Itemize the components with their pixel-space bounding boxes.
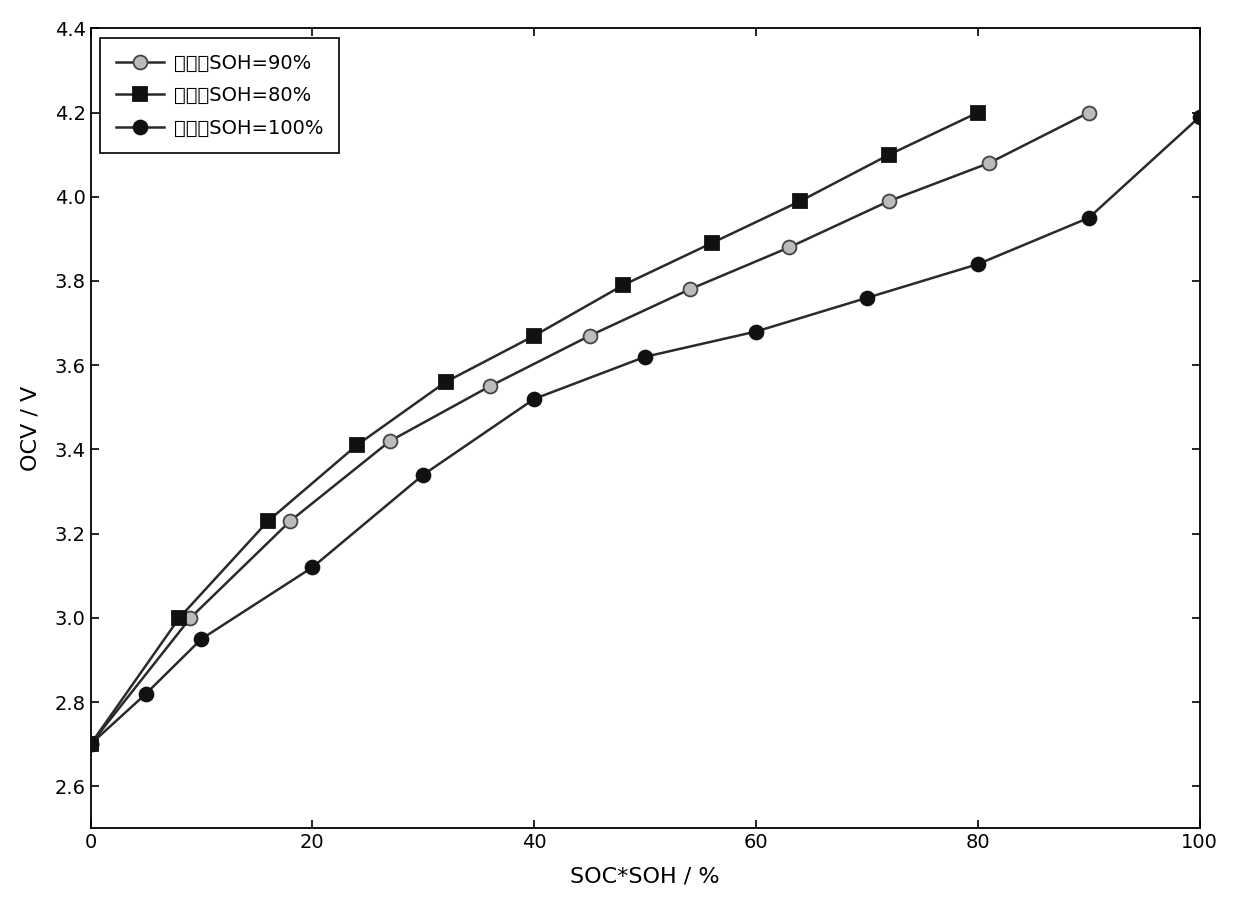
旧电池SOH=80% <box>527 330 541 341</box>
旧电池SOH=80% <box>439 376 453 387</box>
旧电池SOH=80% <box>349 440 364 451</box>
旧电池SOH=80% <box>616 279 631 290</box>
新电池SOH=100% <box>416 469 431 480</box>
旧电池SOH=90% <box>183 612 198 623</box>
旧电池SOH=90% <box>981 158 996 169</box>
新电池SOH=100% <box>860 292 875 303</box>
新电池SOH=100% <box>527 394 541 405</box>
旧电池SOH=90% <box>83 739 98 750</box>
旧电池SOH=80% <box>704 238 719 249</box>
旧电池SOH=90% <box>582 330 597 341</box>
旧电池SOH=80% <box>172 612 187 623</box>
旧电池SOH=90% <box>482 381 497 392</box>
旧电池SOH=80% <box>793 196 808 207</box>
旧电池SOH=90% <box>1082 107 1097 118</box>
Line: 新电池SOH=100%: 新电池SOH=100% <box>84 110 1207 751</box>
新电池SOH=100% <box>195 633 209 644</box>
旧电池SOH=90% <box>782 242 797 253</box>
新电池SOH=100% <box>748 327 763 337</box>
旧电池SOH=90% <box>882 196 897 207</box>
旧电池SOH=90% <box>683 284 698 295</box>
旧电池SOH=80% <box>970 107 985 118</box>
旧电池SOH=90% <box>282 515 297 526</box>
新电池SOH=100% <box>970 258 985 269</box>
新电池SOH=100% <box>638 351 653 362</box>
旧电池SOH=80% <box>882 150 897 161</box>
旧电池SOH=80% <box>83 739 98 750</box>
Line: 旧电池SOH=90%: 旧电池SOH=90% <box>84 105 1095 751</box>
Y-axis label: OCV / V: OCV / V <box>21 385 41 471</box>
新电池SOH=100% <box>83 739 98 750</box>
新电池SOH=100% <box>305 562 320 573</box>
新电池SOH=100% <box>139 688 154 699</box>
新电池SOH=100% <box>1082 212 1097 223</box>
Legend: 旧电池SOH=90%, 旧电池SOH=80%, 新电池SOH=100%: 旧电池SOH=90%, 旧电池SOH=80%, 新电池SOH=100% <box>100 38 339 153</box>
Line: 旧电池SOH=80%: 旧电池SOH=80% <box>84 105 985 751</box>
旧电池SOH=90% <box>383 435 398 446</box>
旧电池SOH=80% <box>260 515 275 526</box>
X-axis label: SOC*SOH / %: SOC*SOH / % <box>570 866 720 886</box>
新电池SOH=100% <box>1192 112 1207 122</box>
